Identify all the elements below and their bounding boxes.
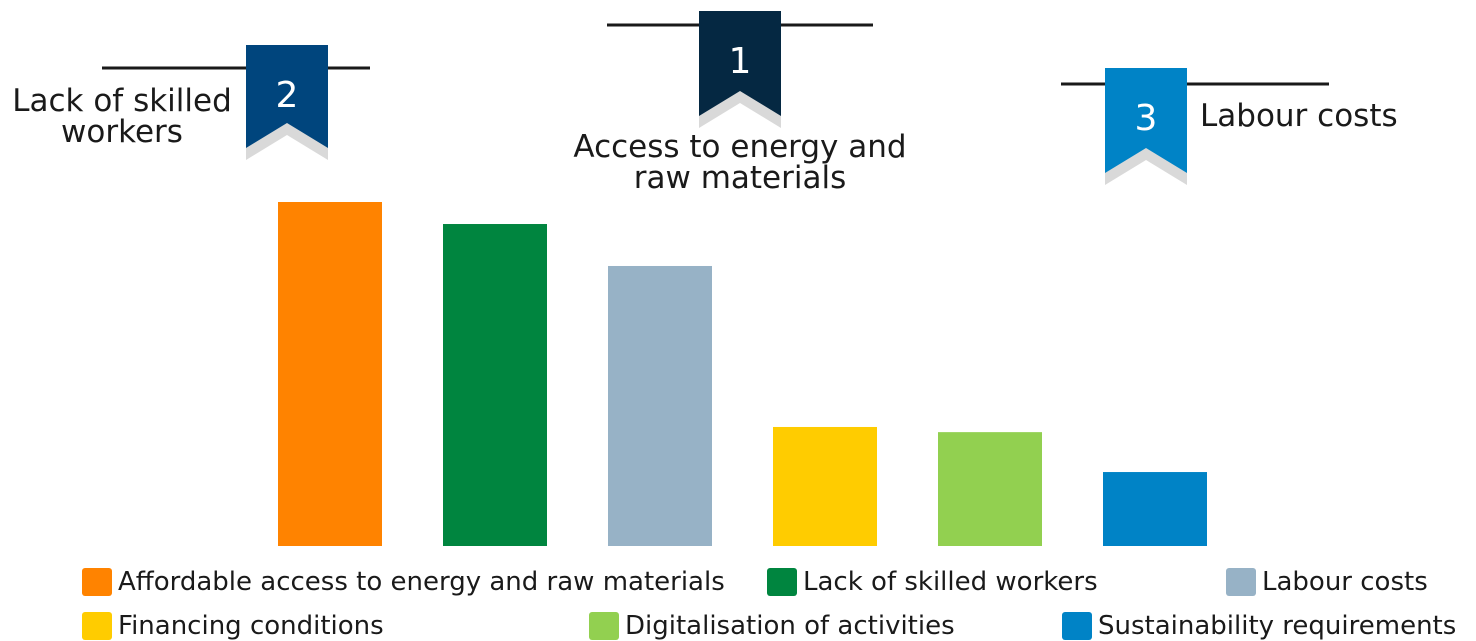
legend-item-skilled-workers: Lack of skilled workers (767, 567, 1098, 597)
legend-item-labour-costs: Labour costs (1226, 567, 1428, 597)
bar-sustainability (1103, 472, 1207, 546)
podium-ribbons: 1 2 3 (102, 11, 1329, 185)
rank-1-ribbon-shape (699, 11, 781, 116)
legend-swatch-digitalisation (589, 612, 619, 640)
legend-item-sustainability: Sustainability requirements (1062, 611, 1456, 641)
legend-label-energy: Affordable access to energy and raw mate… (118, 567, 725, 597)
legend-item-energy: Affordable access to energy and raw mate… (82, 567, 725, 597)
legend-label-labour-costs: Labour costs (1262, 567, 1428, 597)
legend-item-digitalisation: Digitalisation of activities (589, 611, 955, 641)
legend-swatch-labour-costs (1226, 568, 1256, 596)
legend-label-skilled-workers: Lack of skilled workers (803, 567, 1098, 597)
rank-2-number: 2 (276, 75, 299, 116)
bar-skilled-workers (443, 224, 547, 547)
rank-3-label: Labour costs (1200, 98, 1398, 134)
bar-series (278, 202, 1207, 547)
legend-swatch-energy (82, 568, 112, 596)
rank-3-ribbon: 3 (1061, 68, 1329, 185)
legend-item-financing: Financing conditions (82, 611, 384, 641)
rank-1-number: 1 (729, 41, 752, 82)
legend-swatch-skilled-workers (767, 568, 797, 596)
rank-1-label: Access to energy and raw materials (573, 129, 907, 196)
rank-2-ribbon-shape (246, 45, 328, 148)
rank-1-ribbon: 1 (607, 11, 873, 128)
rank-3-ribbon-shape (1105, 68, 1187, 173)
legend-swatch-financing (82, 612, 112, 640)
legend-label-sustainability: Sustainability requirements (1098, 611, 1457, 641)
rank-2-label: Lack of skilled workers (12, 83, 232, 150)
bar-energy (278, 202, 382, 546)
legend-label-financing: Financing conditions (118, 611, 384, 641)
bar-digitalisation (938, 432, 1042, 546)
legend-label-digitalisation: Digitalisation of activities (625, 611, 955, 641)
legend-swatch-sustainability (1062, 612, 1092, 640)
bar-financing (773, 426, 877, 546)
rank-2-ribbon: 2 (102, 45, 370, 160)
bar-labour-costs (608, 265, 712, 546)
rank-3-number: 3 (1135, 98, 1158, 139)
